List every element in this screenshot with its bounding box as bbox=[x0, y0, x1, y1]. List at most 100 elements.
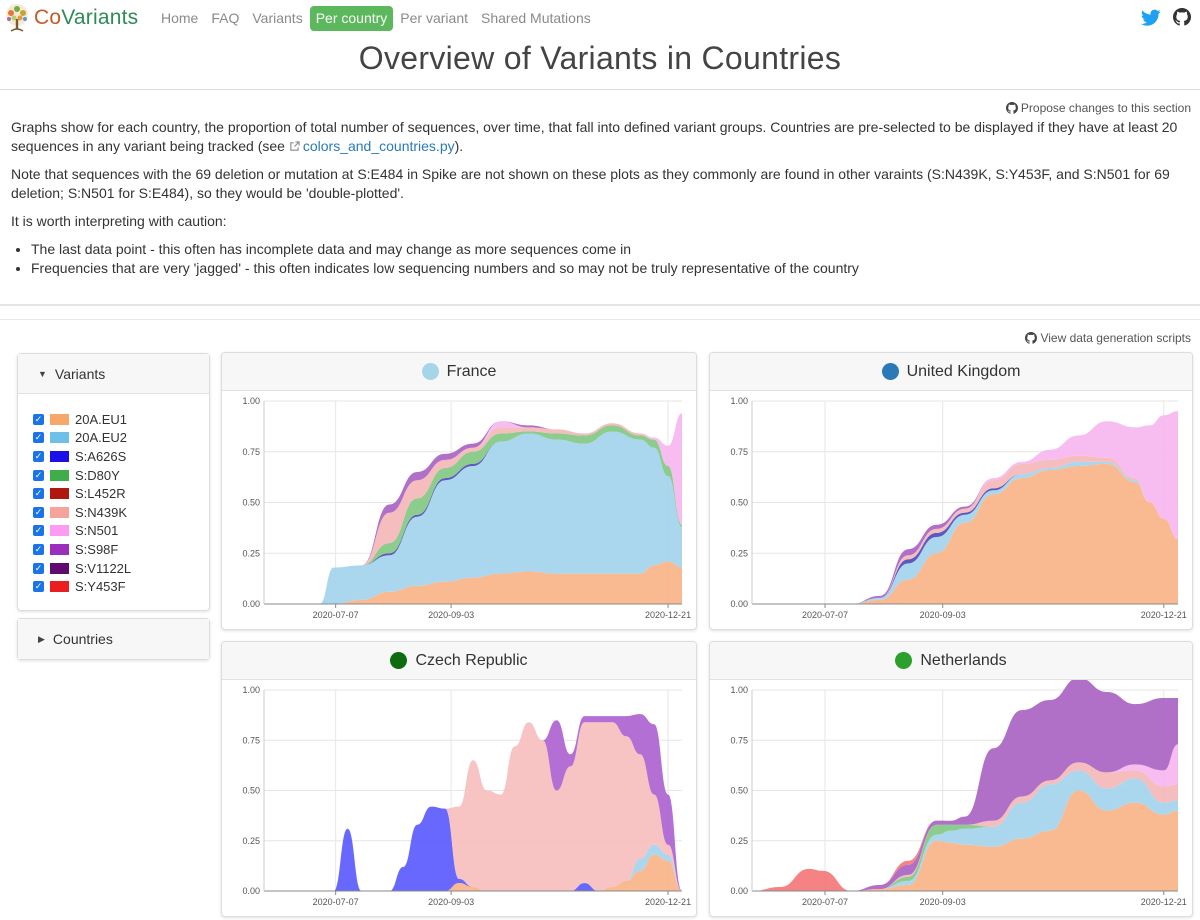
nav-per-variant[interactable]: Per variant bbox=[400, 10, 468, 26]
variant-toggle-s-n439k[interactable]: ✓ S:N439K bbox=[33, 503, 209, 522]
tree-logo-icon bbox=[6, 4, 28, 32]
country-color-dot bbox=[895, 652, 913, 669]
y-tick-label: 0.75 bbox=[730, 735, 748, 745]
area-series-20a-eu1 bbox=[264, 854, 682, 891]
variant-color-swatch bbox=[50, 488, 69, 500]
y-tick-label: 0.50 bbox=[730, 786, 748, 796]
variant-toggle-s-a626s[interactable]: ✓ S:A626S bbox=[33, 447, 209, 466]
variant-checkbox[interactable]: ✓ bbox=[33, 432, 44, 444]
variant-label: S:N501 bbox=[75, 523, 119, 539]
nav-per-country[interactable]: Per country bbox=[309, 6, 394, 31]
variant-checkbox[interactable]: ✓ bbox=[33, 450, 44, 462]
country-color-dot bbox=[881, 363, 899, 380]
nav-home[interactable]: Home bbox=[161, 10, 199, 26]
variant-label: S:V1122L bbox=[75, 560, 132, 576]
variant-label: 20A.EU1 bbox=[75, 411, 128, 427]
nav-shared-mutations[interactable]: Shared Mutations bbox=[481, 10, 591, 26]
x-tick-label: 2020-07-07 bbox=[802, 897, 848, 907]
area-series-s-a626s bbox=[264, 431, 682, 604]
variant-toggle-s-n501[interactable]: ✓ S:N501 bbox=[33, 522, 209, 541]
propose-changes-link[interactable]: Propose changes to this section bbox=[1005, 101, 1191, 115]
brand-text: CoVariants bbox=[34, 6, 138, 30]
variant-checkbox[interactable]: ✓ bbox=[33, 543, 44, 555]
variant-color-swatch bbox=[50, 432, 69, 444]
github-icon bbox=[1005, 102, 1018, 114]
variant-color-swatch bbox=[50, 543, 69, 555]
y-tick-label: 0.50 bbox=[242, 498, 260, 508]
area-series-s-n439k bbox=[264, 722, 682, 891]
variants-panel: ▼ Variants ✓ 20A.EU1 ✓ 20A.EU2 ✓ S:A626S ✓ S:D8… bbox=[17, 353, 210, 611]
variant-checkbox[interactable]: ✓ bbox=[33, 581, 44, 593]
divider bbox=[0, 304, 1200, 306]
propose-changes-label: Propose changes to this section bbox=[1020, 101, 1191, 115]
countries-toggle[interactable]: ▶ Countries bbox=[18, 619, 209, 659]
area-chart-france: 0.00 0.25 0.50 0.75 1.00 2020-07-07 2020-09-03… bbox=[242, 396, 691, 620]
area-series-20a-eu1 bbox=[264, 561, 682, 604]
chart-title: Czech Republic bbox=[415, 651, 528, 669]
country-color-dot bbox=[421, 363, 439, 380]
colors-and-countries-link[interactable]: colors_and_countries.py bbox=[302, 138, 455, 154]
view-data-scripts-label: View data generation scripts bbox=[1040, 331, 1191, 345]
area-series-20a-eu2 bbox=[752, 770, 1178, 891]
y-tick-label: 0.50 bbox=[730, 498, 748, 508]
variant-label: S:N439K bbox=[75, 504, 128, 520]
chart-card-netherlands: Netherlands 0.00 0.25 0.50 0.75 1.00 2020-07-… bbox=[709, 641, 1193, 917]
twitter-icon[interactable] bbox=[1141, 9, 1161, 27]
y-tick-label: 0.00 bbox=[730, 886, 748, 896]
variant-checkbox[interactable]: ✓ bbox=[33, 469, 44, 481]
divider bbox=[0, 319, 1200, 320]
variant-color-swatch bbox=[50, 413, 69, 425]
caution-item: Frequencies that are very 'jagged' - thi… bbox=[31, 259, 1193, 278]
y-tick-label: 1.00 bbox=[242, 685, 260, 695]
variant-toggle-s-d80y[interactable]: ✓ S:D80Y bbox=[33, 466, 209, 485]
variant-color-swatch bbox=[50, 469, 69, 481]
area-series-s-s98f bbox=[264, 714, 682, 891]
area-series-s-s98f bbox=[752, 680, 1178, 891]
variant-color-swatch bbox=[50, 581, 69, 593]
variant-checkbox[interactable]: ✓ bbox=[33, 488, 44, 500]
brand-suffix: Variants bbox=[61, 6, 139, 29]
chart-title: Netherlands bbox=[920, 651, 1007, 669]
x-tick-label: 2020-12-21 bbox=[1141, 897, 1187, 907]
variant-checkbox[interactable]: ✓ bbox=[33, 413, 44, 425]
countries-panel: ▶ Countries bbox=[17, 618, 210, 660]
y-tick-label: 1.00 bbox=[730, 685, 748, 695]
navbar: CoVariants Home FAQ Variants Per country… bbox=[0, 0, 1200, 38]
variant-label: S:D80Y bbox=[75, 467, 120, 483]
y-tick-label: 1.00 bbox=[730, 396, 748, 406]
x-tick-label: 2020-09-03 bbox=[920, 610, 966, 620]
country-color-dot bbox=[390, 652, 408, 669]
variant-toggle-s-y453f[interactable]: ✓ S:Y453F bbox=[33, 577, 209, 596]
variant-label: S:S98F bbox=[75, 541, 119, 557]
chart-header: Netherlands bbox=[710, 642, 1192, 680]
variant-label: S:L452R bbox=[75, 486, 126, 502]
nav-faq[interactable]: FAQ bbox=[211, 10, 240, 26]
view-data-scripts-link[interactable]: View data generation scripts bbox=[1025, 331, 1191, 345]
variant-toggle-s-s98f[interactable]: ✓ S:S98F bbox=[33, 540, 209, 559]
y-tick-label: 0.75 bbox=[730, 447, 748, 457]
x-tick-label: 2020-09-03 bbox=[920, 897, 966, 907]
area-chart-united-kingdom: 0.00 0.25 0.50 0.75 1.00 2020-07-07 2020-09-03… bbox=[730, 396, 1186, 620]
nav-variants[interactable]: Variants bbox=[252, 10, 303, 26]
variant-checkbox[interactable]: ✓ bbox=[33, 562, 44, 574]
chart-header: United Kingdom bbox=[710, 353, 1192, 391]
chart-card-france: France 0.00 0.25 0.50 0.75 1.00 2020-07-07 202… bbox=[221, 352, 697, 630]
variant-toggle-s-v1122l[interactable]: ✓ S:V1122L bbox=[33, 559, 209, 578]
y-tick-label: 0.75 bbox=[242, 735, 260, 745]
variant-checkbox[interactable]: ✓ bbox=[33, 506, 44, 518]
area-series-s-a626s bbox=[264, 806, 682, 891]
intro-paragraph-3: It is worth interpreting with caution: bbox=[11, 213, 227, 229]
variant-toggle-20a-eu1[interactable]: ✓ 20A.EU1 bbox=[33, 410, 209, 429]
variant-toggle-20a-eu2[interactable]: ✓ 20A.EU2 bbox=[33, 429, 209, 448]
variant-checkbox[interactable]: ✓ bbox=[33, 525, 44, 537]
variant-toggle-s-l452r[interactable]: ✓ S:L452R bbox=[33, 484, 209, 503]
github-icon[interactable] bbox=[1173, 8, 1191, 26]
variants-toggle[interactable]: ▼ Variants bbox=[18, 354, 209, 394]
x-tick-label: 2020-07-07 bbox=[802, 610, 848, 620]
github-icon bbox=[1025, 332, 1038, 344]
intro-paragraph-2: Note that sequences with the 69 deletion… bbox=[11, 166, 1170, 201]
chart-header: France bbox=[222, 353, 696, 391]
area-series-s-n439k bbox=[752, 762, 1178, 891]
brand-link[interactable]: CoVariants bbox=[2, 3, 138, 33]
y-tick-label: 0.25 bbox=[242, 548, 260, 558]
